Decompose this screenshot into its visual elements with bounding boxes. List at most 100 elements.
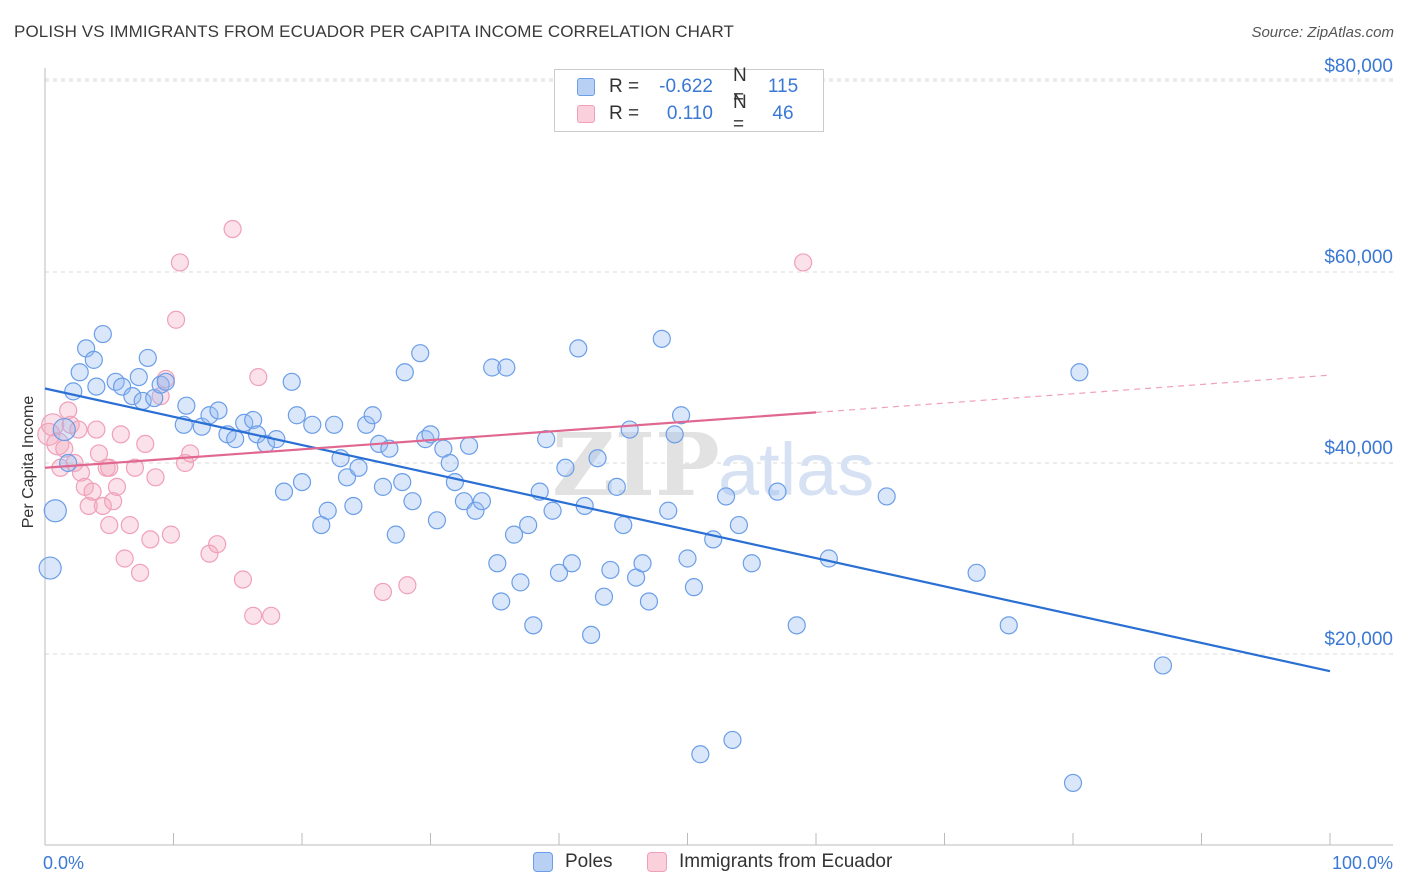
ecuador-point [233,570,252,589]
ecuador-point [87,420,106,439]
ecuador-point [146,468,165,487]
poles-point [459,436,479,455]
trend-lines [44,374,1331,673]
ecuador-point [398,576,417,595]
poles-point [138,348,157,368]
poles-point [497,358,516,377]
x-tick-label: 100.0% [1332,853,1393,873]
poles-point [588,449,607,468]
poles-point [543,501,562,520]
ecuador-point [107,477,127,496]
legend-r-label: R = [609,103,640,124]
legend-n-value: 115 [767,76,799,97]
poles-point [325,415,344,434]
poles-point [620,420,639,439]
poles-point [349,458,368,477]
poles-point [344,496,363,516]
poles-trend-line [44,387,1331,673]
poles-point [440,453,459,473]
poles-point [562,554,581,573]
series-ecuador-points [37,219,813,625]
poles-point [177,396,196,415]
legend-r-value: 0.110 [666,103,713,124]
poles-point [768,482,787,501]
legend-n-label: N = [733,92,747,135]
ecuador-point [79,496,98,516]
poles-point [877,487,896,506]
poles-point [504,525,524,544]
poles-point [691,745,710,764]
x-tick-label: 0.0% [43,853,84,873]
poles-point [652,329,671,348]
chart-title: POLISH VS IMMIGRANTS FROM ECUADOR PER CA… [14,22,735,41]
poles-point [549,563,569,582]
poles-point [209,401,228,420]
poles-point [716,487,736,506]
poles-point [519,515,538,535]
poles-point [244,410,263,430]
legend-item-poles: Poles [533,851,613,873]
poles-point [303,415,322,434]
poles-point [52,417,76,442]
legend-n-value: 46 [772,103,794,124]
poles-point [93,324,112,344]
poles-point [403,492,422,511]
stats-legend: R = -0.622 N = 115 R = 0.110 N = 46 [554,65,824,135]
poles-point [38,556,62,580]
poles-point [524,616,543,635]
poles-point [292,473,312,492]
y-tick-label: $40,000 [1324,438,1393,459]
poles-point [287,406,306,425]
poles-point [556,458,575,477]
poles-point [684,578,704,597]
poles-point [472,492,491,511]
poles-point [43,499,67,523]
watermark-atlas: atlas [718,428,874,511]
legend-row-poles: R = -0.622 N = 115 [577,65,803,108]
poles-point [386,525,405,544]
ecuador-point [161,525,181,544]
poles-point [742,554,761,573]
poles-point [395,363,414,382]
poles-point [729,515,749,535]
poles-point [87,377,106,396]
poles-point [594,587,614,606]
y-tick-label: $60,000 [1324,247,1393,268]
ecuador-point [130,563,150,582]
ecuador-point [65,453,84,473]
legend-label-poles: Poles [565,851,613,872]
poles-point [363,406,382,425]
poles-point [492,592,511,611]
ecuador-point [373,582,393,602]
ecuador-point [262,606,281,625]
ecuador-point [794,253,813,272]
ecuador-point [104,492,123,511]
poles-point [156,372,175,391]
legend-swatch-ecuador [647,852,667,872]
ecuador-point [208,535,227,554]
legend-swatch-poles [533,852,553,872]
poles-point [488,554,507,573]
poles-point [64,382,83,401]
poles-point [537,430,556,449]
ecuador-trend-extension [815,374,1331,413]
poles-point [639,592,659,611]
poles-point [569,339,588,358]
y-tick-label: $80,000 [1324,56,1393,77]
poles-point [393,473,412,492]
poles-point [1063,773,1083,793]
ecuador-point [93,496,112,516]
poles-point [999,616,1018,635]
ecuador-point [71,463,91,482]
poles-point [411,344,430,363]
poles-point [723,730,742,750]
poles-point [373,477,393,496]
y-axis-label: Per Capita Income [20,396,37,529]
ecuador-point [170,253,190,272]
ecuador-point [89,444,109,463]
ecuador-point [115,549,134,568]
poles-point [787,616,806,635]
ecuador-trend-line [44,411,817,469]
poles-point [614,515,633,535]
